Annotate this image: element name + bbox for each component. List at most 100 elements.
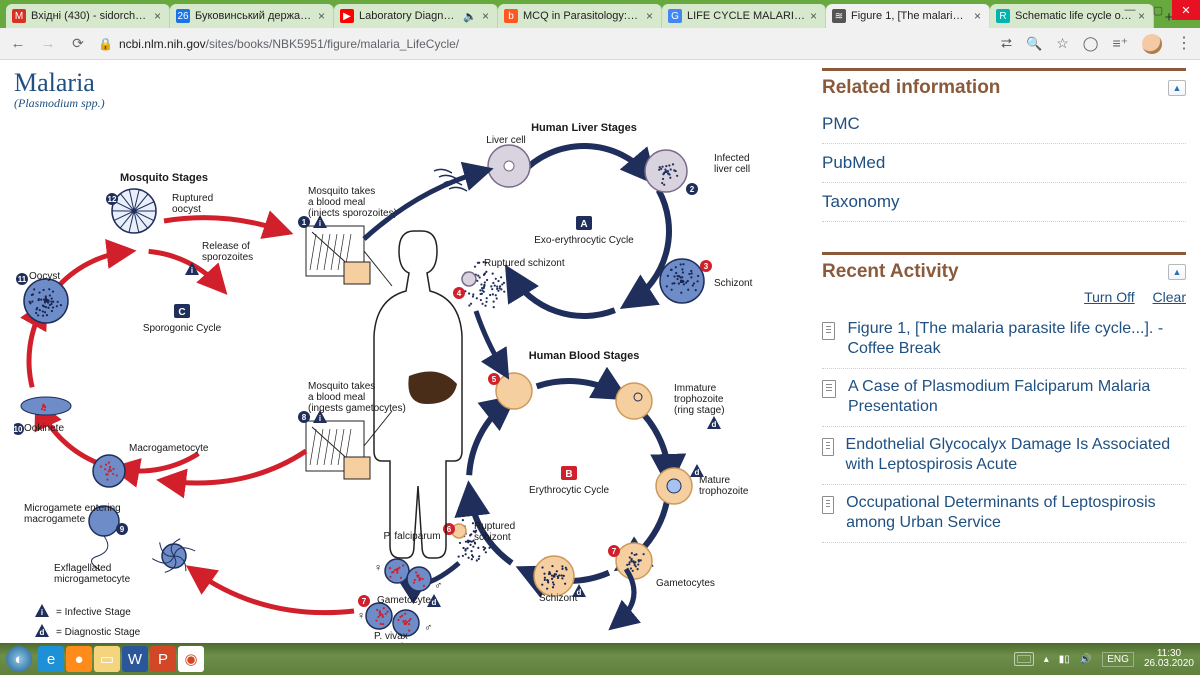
svg-text:♀: ♀ — [374, 562, 382, 574]
nav-back[interactable]: ← — [8, 35, 28, 52]
related-link[interactable]: PubMed — [822, 153, 885, 172]
tab-sound-icon[interactable]: 🔈 — [463, 10, 477, 23]
nav-reload[interactable]: ⟳ — [68, 35, 88, 52]
star-icon[interactable]: ☆ — [1056, 35, 1069, 52]
recent-activity-item[interactable]: Occupational Determinants of Leptospiros… — [822, 485, 1186, 543]
turn-off-link[interactable]: Turn Off — [1084, 289, 1135, 305]
svg-text:i: i — [41, 608, 43, 617]
svg-text:d: d — [432, 598, 437, 607]
svg-text:Microgamete entering: Microgamete entering — [24, 503, 121, 514]
tab-close-icon[interactable]: × — [974, 9, 981, 23]
keyboard-icon[interactable] — [1014, 652, 1034, 666]
tab-label: LIFE CYCLE MALARIA – П — [687, 10, 805, 22]
recent-activity-item[interactable]: A Case of Plasmodium Falciparum Malaria … — [822, 369, 1186, 427]
svg-text:liver cell: liver cell — [714, 164, 750, 175]
svg-text:P. falciparum: P. falciparum — [383, 531, 440, 542]
zoom-icon[interactable]: 🔍 — [1026, 36, 1042, 52]
svg-text:♂: ♂ — [434, 580, 442, 592]
recent-activity-item[interactable]: Endothelial Glycocalyx Damage Is Associa… — [822, 427, 1186, 485]
svg-text:(ring stage): (ring stage) — [674, 405, 725, 416]
svg-text:Sporogonic Cycle: Sporogonic Cycle — [143, 323, 222, 334]
favicon: R — [996, 9, 1010, 23]
tab-close-icon[interactable]: × — [482, 9, 489, 23]
translate-icon[interactable]: ⮂ — [1001, 35, 1012, 52]
tab-close-icon[interactable]: × — [646, 9, 653, 23]
tab-close-icon[interactable]: × — [154, 9, 161, 23]
taskbar-app[interactable]: ▭ — [94, 646, 120, 672]
svg-text:= Infective Stage: = Infective Stage — [56, 607, 131, 618]
svg-text:C: C — [178, 307, 185, 318]
browser-tab[interactable]: b MCQ in Parasitology:Mal × — [498, 4, 662, 28]
url-host: ncbi.nlm.nih.gov — [119, 37, 206, 51]
svg-text:trophozoite: trophozoite — [699, 486, 749, 497]
recent-activity-item[interactable]: Figure 1, [The malaria parasite life cyc… — [822, 311, 1186, 369]
tab-close-icon[interactable]: × — [318, 9, 325, 23]
win-min[interactable]: — — [1116, 0, 1144, 20]
svg-text:9: 9 — [120, 525, 125, 534]
tray-network-icon[interactable]: ▮▯ — [1059, 654, 1070, 665]
svg-text:Macrogametocyte: Macrogametocyte — [129, 443, 209, 454]
svg-text:Ruptured: Ruptured — [474, 521, 515, 532]
recent-item-text: Occupational Determinants of Leptospiros… — [846, 493, 1186, 534]
taskbar-app[interactable]: P — [150, 646, 176, 672]
profile-avatar[interactable] — [1142, 34, 1162, 54]
figure-subtitle: (Plasmodium spp.) — [14, 96, 810, 111]
related-link[interactable]: Taxonomy — [822, 192, 899, 211]
taskbar: ◐ e●▭WP◉ ▴ ▮▯ 🔊 ENG 11:30 26.03.2020 — [0, 643, 1200, 675]
taskbar-app[interactable]: ● — [66, 646, 92, 672]
omnibox[interactable]: 🔒 ncbi.nlm.nih.gov/sites/books/NBK5951/f… — [98, 37, 991, 51]
browser-tab[interactable]: ≋ Figure 1, [The malaria pa × — [826, 4, 990, 28]
svg-text:trophozoite: trophozoite — [674, 394, 724, 405]
language-indicator[interactable]: ENG — [1102, 652, 1134, 667]
start-button[interactable]: ◐ — [6, 646, 32, 672]
win-close[interactable]: ✕ — [1172, 0, 1200, 20]
taskbar-clock[interactable]: 11:30 26.03.2020 — [1144, 649, 1194, 670]
tray-chevron-icon[interactable]: ▴ — [1044, 654, 1049, 665]
address-bar: ← → ⟳ 🔒 ncbi.nlm.nih.gov/sites/books/NBK… — [0, 28, 1200, 60]
tab-close-icon[interactable]: × — [810, 9, 817, 23]
svg-text:Ruptured: Ruptured — [172, 193, 213, 204]
svg-text:schizont: schizont — [474, 532, 511, 543]
browser-tab[interactable]: ▶ Laboratory Diagnosis 🔈 × — [334, 4, 498, 28]
svg-text:d: d — [40, 628, 45, 637]
svg-text:Exo-erythrocytic Cycle: Exo-erythrocytic Cycle — [534, 235, 634, 246]
svg-text:d: d — [577, 588, 582, 597]
svg-text:d: d — [695, 468, 700, 477]
svg-text:Mosquito takes: Mosquito takes — [308, 186, 375, 197]
taskbar-app[interactable]: ◉ — [178, 646, 204, 672]
svg-text:Mosquito takes: Mosquito takes — [308, 381, 375, 392]
svg-text:Ookinete: Ookinete — [24, 423, 64, 434]
svg-text:B: B — [565, 469, 572, 480]
svg-text:♂: ♂ — [424, 622, 432, 634]
svg-text:11: 11 — [18, 275, 27, 284]
svg-text:(injects sporozoites): (injects sporozoites) — [308, 208, 397, 219]
reading-list-icon[interactable]: ≡⁺ — [1112, 35, 1128, 52]
clear-link[interactable]: Clear — [1153, 289, 1186, 305]
svg-text:P. vivax: P. vivax — [374, 631, 408, 642]
extension-circle-icon[interactable]: ◯ — [1083, 35, 1099, 52]
tab-label: Вхідні (430) - sidorchuk@ — [31, 10, 149, 22]
svg-text:2: 2 — [690, 185, 695, 194]
tray-volume-icon[interactable]: 🔊 — [1080, 654, 1092, 665]
figure-title: Malaria — [14, 68, 810, 98]
browser-tab[interactable]: G LIFE CYCLE MALARIA – П × — [662, 4, 826, 28]
related-link[interactable]: PMC — [822, 114, 860, 133]
chrome-menu-icon[interactable]: ⋮ — [1176, 39, 1192, 49]
taskbar-app[interactable]: e — [38, 646, 64, 672]
lock-icon: 🔒 — [98, 37, 113, 51]
svg-text:a blood meal: a blood meal — [308, 197, 365, 208]
svg-text:7: 7 — [612, 547, 617, 556]
browser-tab[interactable]: 26 Буковинський державни × — [170, 4, 334, 28]
collapse-recent-icon[interactable]: ▲ — [1168, 264, 1186, 280]
related-info-title: Related information — [822, 77, 1000, 99]
svg-text:Schizont: Schizont — [539, 593, 578, 604]
nav-fwd[interactable]: → — [38, 35, 58, 52]
svg-text:microgametocyte: microgametocyte — [54, 574, 131, 585]
document-icon — [822, 496, 834, 514]
win-max[interactable]: ▢ — [1144, 0, 1172, 20]
taskbar-app[interactable]: W — [122, 646, 148, 672]
collapse-related-icon[interactable]: ▲ — [1168, 80, 1186, 96]
browser-tab[interactable]: M Вхідні (430) - sidorchuk@ × — [6, 4, 170, 28]
svg-text:a blood meal: a blood meal — [308, 392, 365, 403]
svg-text:Gametocytes: Gametocytes — [377, 595, 436, 606]
